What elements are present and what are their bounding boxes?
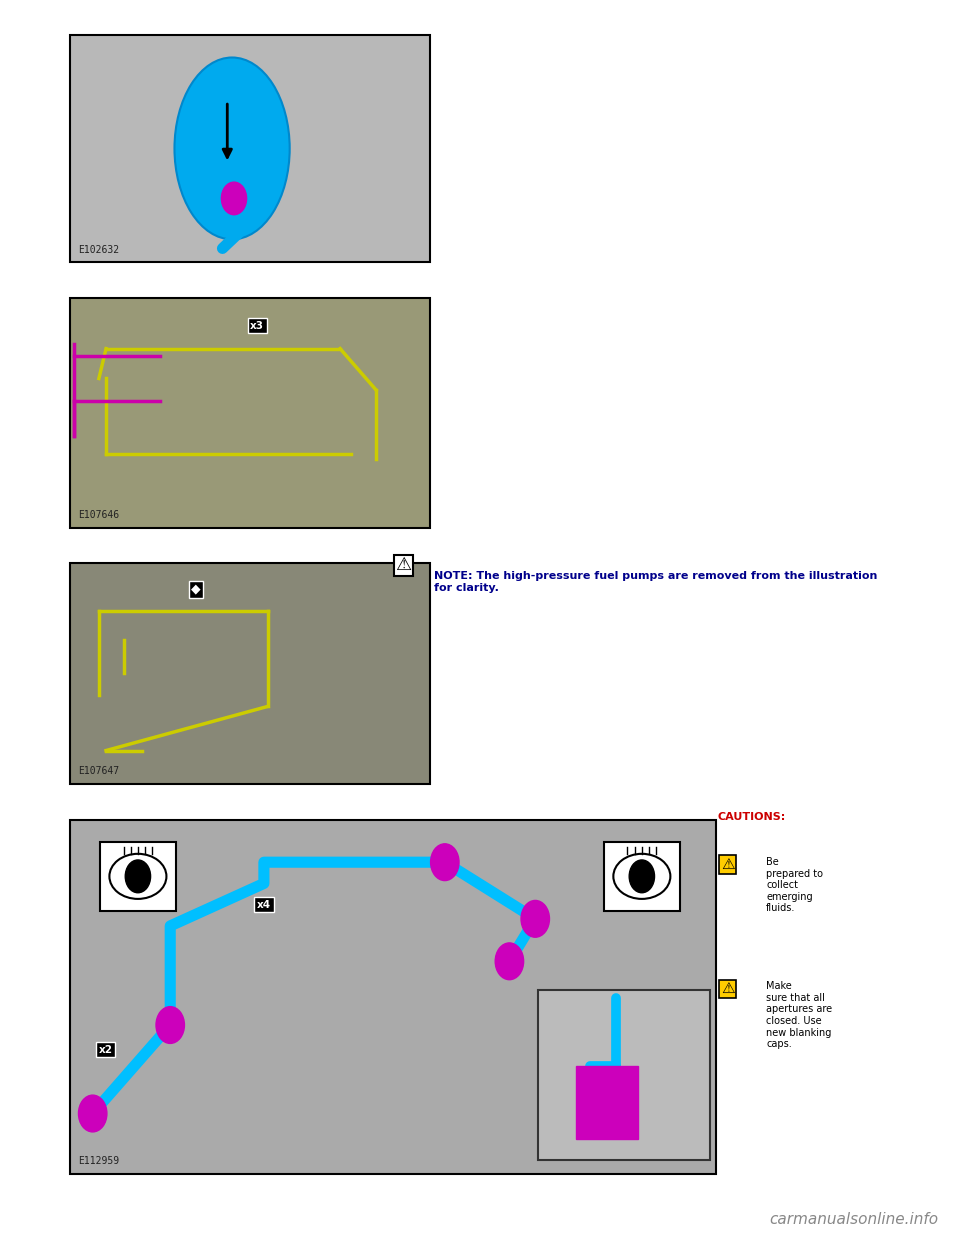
Text: ⚠: ⚠: [721, 857, 734, 872]
Bar: [70, 298, 430, 528]
Bar: [576, 1066, 637, 1139]
Text: E107646: E107646: [78, 510, 119, 520]
Bar: [539, 990, 709, 1160]
Text: carmanualsonline.info: carmanualsonline.info: [770, 1212, 939, 1227]
Text: E112959: E112959: [78, 1156, 119, 1166]
Circle shape: [521, 900, 549, 938]
Circle shape: [156, 1006, 184, 1043]
Text: x3: x3: [251, 320, 264, 330]
Bar: [100, 842, 176, 912]
Bar: [70, 563, 430, 784]
Text: Make
sure that all
apertures are
closed. Use
new blanking
caps.: Make sure that all apertures are closed.…: [766, 981, 832, 1049]
Bar: [604, 842, 680, 912]
Ellipse shape: [613, 853, 670, 899]
Circle shape: [495, 943, 523, 980]
Text: x2: x2: [99, 1045, 112, 1054]
Text: Be
prepared to
collect
emerging
fluids.: Be prepared to collect emerging fluids.: [766, 857, 823, 913]
Circle shape: [629, 859, 655, 893]
Circle shape: [431, 843, 459, 881]
Text: E107647: E107647: [78, 766, 119, 776]
Text: ⚠: ⚠: [721, 981, 734, 996]
Text: E102632: E102632: [78, 245, 119, 255]
Circle shape: [125, 859, 151, 893]
Text: ◆: ◆: [191, 582, 201, 596]
Text: NOTE: The high-pressure fuel pumps are removed from the illustration
for clarity: NOTE: The high-pressure fuel pumps are r…: [434, 571, 877, 592]
Text: ⚠: ⚠: [396, 556, 411, 574]
Text: CAUTIONS:: CAUTIONS:: [717, 812, 786, 822]
Circle shape: [79, 1095, 107, 1131]
Ellipse shape: [175, 57, 290, 240]
Ellipse shape: [109, 853, 166, 899]
Bar: [70, 820, 716, 1174]
Bar: [70, 35, 430, 262]
Text: x4: x4: [257, 899, 271, 909]
Circle shape: [222, 183, 247, 215]
